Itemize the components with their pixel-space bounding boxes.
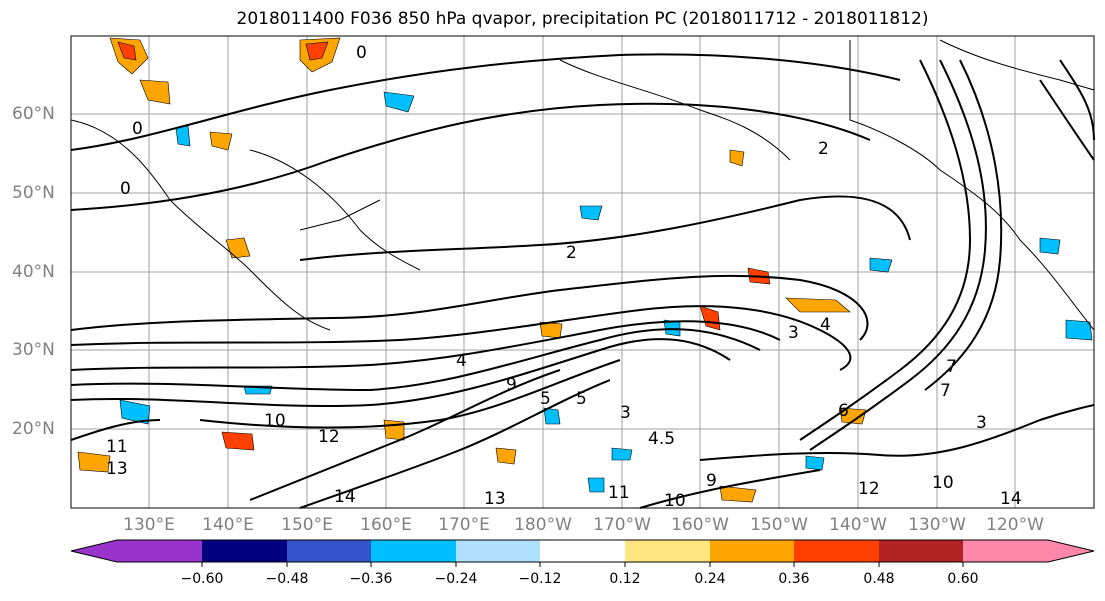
contour-label: 5 bbox=[576, 389, 587, 409]
lat-label-60n: 60°N bbox=[12, 104, 55, 124]
contour-label: 2 bbox=[566, 243, 577, 263]
contour-label: 7 bbox=[946, 357, 957, 377]
map-title: 2018011400 F036 850 hPa qvapor, precipit… bbox=[236, 9, 929, 29]
lon-label-140w: 140°W bbox=[829, 515, 887, 535]
contour-label-group: 0 0 0 2 2 3 3 3 4 4 4.5 5 6 7 9 10 10 10… bbox=[106, 43, 1022, 511]
contour-label: 3 bbox=[976, 413, 987, 433]
lon-label-150w: 150°W bbox=[750, 515, 808, 535]
lon-label-170e: 170°E bbox=[438, 515, 490, 535]
lon-label-140e: 140°E bbox=[202, 515, 254, 535]
colorbar-segment bbox=[625, 540, 710, 562]
contour-label: 13 bbox=[484, 489, 506, 509]
colorbar-tick-label: −0.36 bbox=[349, 571, 393, 587]
colorbar-outline bbox=[70, 539, 1095, 563]
colorbar-segment bbox=[287, 540, 371, 562]
lat-label-40n: 40°N bbox=[12, 262, 55, 282]
precip-shading bbox=[77, 37, 1093, 503]
colorbar-segment bbox=[710, 540, 794, 562]
contour-label: 3 bbox=[620, 403, 631, 423]
plot-border bbox=[70, 35, 1095, 509]
qvapor-contours bbox=[70, 53, 1095, 509]
colorbar-tick-label: −0.24 bbox=[434, 571, 478, 587]
lon-label-130w: 130°W bbox=[908, 515, 966, 535]
lon-label-160w: 160°W bbox=[671, 515, 729, 535]
colorbar-segment bbox=[456, 540, 540, 562]
colorbar-tick-label: 0.60 bbox=[947, 571, 979, 587]
contour-label: 0 bbox=[120, 179, 131, 199]
contour-label: 6 bbox=[838, 401, 849, 421]
lon-label-150e: 150°E bbox=[281, 515, 333, 535]
contour-label: 3 bbox=[788, 323, 799, 343]
colorbar-tick-label: −0.12 bbox=[518, 571, 562, 587]
lon-label-160e: 160°E bbox=[360, 515, 412, 535]
lon-label-130e: 130°E bbox=[123, 515, 175, 535]
contour-label: 0 bbox=[356, 43, 367, 63]
lon-label-180w: 180°W bbox=[514, 515, 572, 535]
contour-label: 4 bbox=[820, 315, 831, 335]
colorbar-tick-label: 0.48 bbox=[863, 571, 895, 587]
contour-label: 9 bbox=[706, 471, 717, 491]
contour-label: 4 bbox=[456, 351, 467, 371]
colorbar-tick-label: 0.24 bbox=[694, 571, 726, 587]
lon-label-170w: 170°W bbox=[593, 515, 651, 535]
contour-label: 2 bbox=[818, 139, 829, 159]
contour-label: 10 bbox=[264, 411, 286, 431]
colorbar bbox=[70, 539, 1095, 567]
contour-label: 7 bbox=[940, 381, 951, 401]
contour-label: 5 bbox=[540, 389, 551, 409]
contour-label: 0 bbox=[132, 119, 143, 139]
colorbar-upper-extend bbox=[1048, 540, 1094, 562]
colorbar-segment bbox=[794, 540, 879, 562]
contour-label: 9 bbox=[506, 375, 517, 395]
colorbar-segment bbox=[963, 540, 1048, 562]
colorbar-tick-label: −0.60 bbox=[180, 571, 224, 587]
contour-label: 14 bbox=[1000, 489, 1022, 509]
contour-label: 14 bbox=[334, 487, 356, 507]
lat-label-20n: 20°N bbox=[12, 419, 55, 439]
coastlines bbox=[70, 39, 1095, 331]
lon-label-120w: 120°W bbox=[986, 515, 1044, 535]
colorbar-lower-extend bbox=[71, 540, 117, 562]
colorbar-segment bbox=[879, 540, 963, 562]
contour-label: 13 bbox=[106, 459, 128, 479]
colorbar-tick-label: 0.36 bbox=[778, 571, 810, 587]
contour-label: 4.5 bbox=[648, 429, 675, 449]
colorbar-segment bbox=[202, 540, 287, 562]
contour-label: 11 bbox=[608, 483, 630, 503]
colorbar-segment bbox=[371, 540, 456, 562]
contour-label: 10 bbox=[932, 473, 954, 493]
colorbar-segment bbox=[117, 540, 202, 562]
contour-label: 10 bbox=[664, 491, 686, 511]
contour-label: 12 bbox=[858, 479, 880, 499]
lat-label-50n: 50°N bbox=[12, 183, 55, 203]
lat-label-30n: 30°N bbox=[12, 340, 55, 360]
colorbar-segment bbox=[540, 540, 625, 562]
colorbar-tick-label: 0.12 bbox=[609, 571, 641, 587]
contour-label: 11 bbox=[106, 437, 128, 457]
contour-label: 12 bbox=[318, 427, 340, 447]
colorbar-tick-label: −0.48 bbox=[265, 571, 309, 587]
